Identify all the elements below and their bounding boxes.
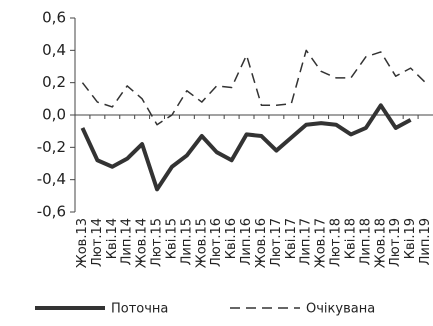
x-tick-label: Жов.17 [314,218,329,268]
x-tick-label: Кві.18 [343,218,358,259]
x-tick-label: Кві.19 [403,218,418,259]
y-tick-label: 0,2 [42,73,66,91]
y-tick-label: -0,2 [37,138,66,156]
x-tick-label: Жов.14 [135,218,150,268]
y-tick-label: -0,6 [37,203,66,221]
y-tick-label: 0,6 [42,9,66,27]
x-tick-label: Жов.13 [75,218,90,268]
y-tick-label: 0,4 [42,41,66,59]
series-line [81,49,427,126]
x-tick-label: Лип.14 [120,218,135,265]
x-tick-label: Лип.16 [239,218,254,265]
x-tick-label: Жов.18 [373,218,388,268]
legend-label: Поточна [111,302,168,317]
x-tick-label: Лют.15 [150,218,165,267]
x-tick-label: Лют.17 [269,218,284,267]
x-tick-label: Кві.16 [224,218,239,259]
x-tick-label: Лип.19 [418,218,433,265]
x-tick-label: Лют.19 [388,218,403,267]
x-tick-label: Лип.15 [179,218,194,265]
x-tick-label: Кві.17 [284,218,299,259]
legend-label: Очікувана [306,302,375,317]
x-tick-label: Лют.14 [90,218,105,267]
y-tick-label: 0,0 [42,106,66,124]
series-line [80,103,412,192]
x-tick-label: Жов.15 [194,218,209,268]
x-tick-label: Лют.18 [329,218,344,267]
x-tick-label: Лип.17 [299,218,314,265]
x-tick-label: Лют.16 [209,218,224,267]
x-tick-label: Кві.15 [164,218,179,259]
x-tick-label: Жов.16 [254,218,269,268]
x-tick-label: Кві.14 [105,218,120,259]
y-tick-label: -0,4 [37,170,66,188]
x-tick-label: Лип.18 [358,218,373,265]
